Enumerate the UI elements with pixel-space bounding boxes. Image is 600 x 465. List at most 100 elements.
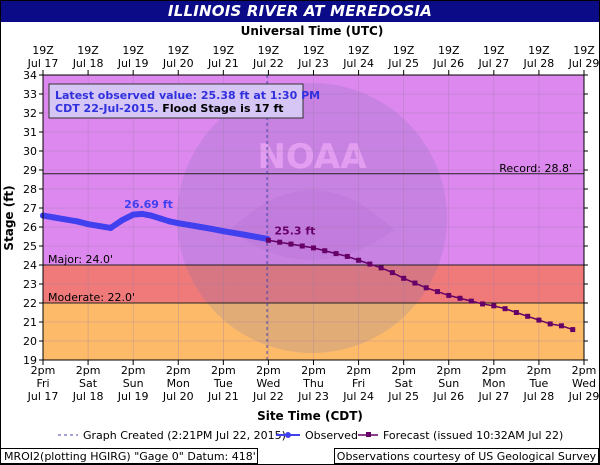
observed-point — [139, 210, 146, 217]
y-tick-label: 30 — [23, 145, 37, 158]
x-tick-label: 2pm — [481, 364, 506, 377]
x2-tick-label: Jul 21 — [207, 57, 239, 70]
y-tick-label: 21 — [23, 316, 37, 329]
forecast-point — [277, 239, 283, 245]
y-tick-label: 19 — [23, 354, 37, 367]
x-tick-label: Wed — [256, 377, 280, 390]
x-tick-label: Jul 27 — [477, 390, 509, 403]
forecast-point — [378, 265, 384, 271]
forecast-point — [311, 245, 316, 251]
level-label-moderate: Moderate: 22.0' — [48, 291, 135, 304]
x2-tick-label: Jul 22 — [252, 57, 284, 70]
y-tick-label: 32 — [23, 107, 37, 120]
svg-text:NOAA: NOAA — [257, 137, 367, 177]
x-tick-label: Thu — [302, 377, 324, 390]
observed-series — [40, 210, 271, 242]
x2-tick-label: Jul 17 — [27, 57, 59, 70]
svg-text:CDT 22-Jul-2015. Flood Stage i: CDT 22-Jul-2015. Flood Stage is 17 ft — [55, 102, 284, 115]
x-tick-label: Jul 20 — [162, 390, 194, 403]
forecast-point — [446, 292, 452, 298]
y-tick-label: 34 — [23, 69, 37, 82]
forecast-point — [558, 323, 564, 329]
y-tick-label: 33 — [23, 88, 37, 101]
forecast-point — [288, 241, 294, 247]
annotation-label: 26.69 ft — [124, 198, 173, 211]
x2-tick-label: 19Z — [438, 44, 460, 57]
x-axis-title: Site Time (CDT) — [257, 409, 363, 423]
y-tick-label: 22 — [23, 297, 37, 310]
legend-created-label: Graph Created (2:21PM Jul 22, 2015) — [83, 429, 286, 442]
annotations: 26.69 ft 25.3 ft — [124, 198, 315, 237]
annotation-label: 25.3 ft — [274, 224, 315, 237]
observed-point — [157, 215, 164, 222]
x-tick-label: Sun — [123, 377, 144, 390]
forecast-point — [401, 275, 407, 281]
latest-value-date: CDT 22-Jul-2015. — [55, 102, 158, 115]
x-tick-label: 2pm — [256, 364, 281, 377]
forecast-point — [525, 313, 531, 319]
x-tick-label: Sat — [79, 377, 98, 390]
observed-point — [73, 218, 80, 225]
observed-point — [231, 230, 238, 237]
legend-forecast-label: Forecast (issued 10:32AM Jul 22) — [383, 429, 563, 442]
forecast-point — [536, 317, 542, 323]
x2-tick-label: Jul 26 — [432, 57, 464, 70]
x-tick-label: 2pm — [121, 364, 146, 377]
credit-footer: Observations courtesy of US Geological S… — [334, 448, 599, 464]
y-tick-label: 27 — [23, 202, 37, 215]
y-tick-label: 29 — [23, 164, 37, 177]
x2-tick-label: Jul 29 — [568, 57, 600, 70]
observed-point — [166, 218, 173, 225]
x2-tick-label: Jul 28 — [523, 57, 555, 70]
forecast-line — [268, 239, 573, 331]
forecast-point — [412, 280, 418, 286]
x-tick-label: Tue — [213, 377, 233, 390]
x-tick-label: 2pm — [572, 364, 597, 377]
x-tick-label: Jul 25 — [387, 390, 419, 403]
y-tick-label: 24 — [23, 259, 37, 272]
y-axis-title: Stage (ft) — [2, 185, 16, 250]
forecast-point — [344, 253, 350, 259]
x-tick-label: Mon — [482, 377, 505, 390]
observed-point — [96, 223, 103, 230]
x2-tick-label: Jul 20 — [162, 57, 194, 70]
x2-tick-label: 19Z — [167, 44, 189, 57]
legend-observed-marker — [285, 432, 291, 438]
forecast-point — [333, 251, 339, 257]
flood-stage-text: Flood Stage is 17 ft — [158, 102, 283, 115]
x-tick-label: Jul 19 — [117, 390, 149, 403]
x2-tick-label: Jul 18 — [72, 57, 104, 70]
forecast-point — [389, 270, 395, 276]
forecast-point — [423, 285, 429, 291]
x-tick-label: 2pm — [166, 364, 191, 377]
forecast-point — [367, 261, 373, 267]
x-tick-label: Fri — [352, 377, 365, 390]
observed-point — [175, 220, 182, 227]
x2-tick-label: 19Z — [122, 44, 144, 57]
observed-line — [40, 210, 271, 242]
forecast-point — [480, 301, 486, 307]
x2-tick-label: 19Z — [528, 44, 550, 57]
y-tick-label: 28 — [23, 183, 37, 196]
y-tick-label: 23 — [23, 278, 37, 291]
x2-tick-label: Jul 24 — [342, 57, 374, 70]
x-tick-label: Fri — [36, 377, 49, 390]
x-tick-label: Jul 21 — [207, 390, 239, 403]
x2-tick-label: 19Z — [483, 44, 505, 57]
x-tick-label: 2pm — [527, 364, 552, 377]
observed-point — [148, 212, 155, 219]
chart-title: ILLINOIS RIVER AT MEREDOSIA — [1, 1, 599, 22]
observed-point — [130, 211, 137, 218]
observed-point — [209, 225, 216, 232]
observed-point — [242, 231, 249, 238]
legend: Graph Created (2:21PM Jul 22, 2015) Obse… — [58, 429, 563, 442]
latest-value-box: Latest observed value: 25.38 ft at 1:30 … — [48, 83, 320, 119]
x-tick-label: Wed — [572, 377, 596, 390]
x2-tick-label: 19Z — [258, 44, 280, 57]
x-tick-label: Jul 26 — [432, 390, 464, 403]
forecast-point — [491, 303, 497, 309]
forecast-point — [265, 237, 271, 243]
observed-point — [186, 222, 193, 229]
legend-observed-label: Observed — [305, 429, 358, 442]
x2-tick-label: 19Z — [213, 44, 235, 57]
